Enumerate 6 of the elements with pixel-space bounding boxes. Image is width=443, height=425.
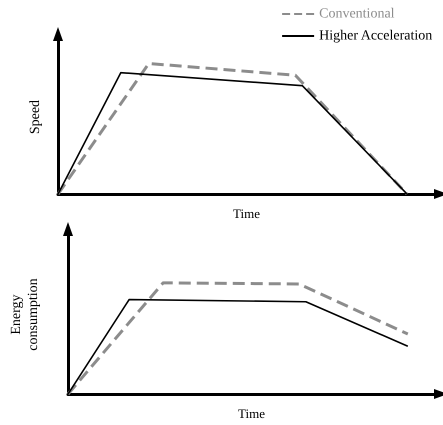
y-axis-title: Energy consumption bbox=[9, 278, 41, 351]
legend-label: Higher Acceleration bbox=[319, 28, 432, 44]
x-axis-title: Time bbox=[233, 206, 260, 221]
legend-label: Conventional bbox=[319, 6, 395, 22]
y-axis-title: Speed bbox=[28, 100, 43, 134]
x-axis-title: Time bbox=[238, 406, 266, 421]
